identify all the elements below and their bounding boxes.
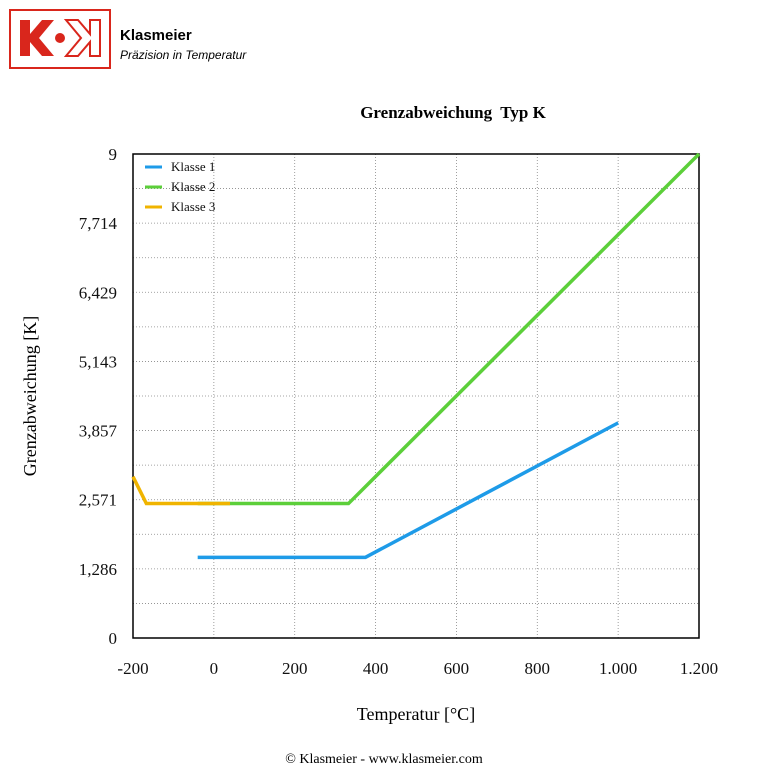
logo-dot — [55, 33, 65, 43]
y-tick-label: 0 — [109, 629, 118, 648]
logo — [9, 9, 111, 69]
y-tick-label: 9 — [109, 145, 118, 164]
series-line — [197, 152, 701, 506]
legend-label: Klasse 2 — [171, 179, 215, 194]
x-tick-label: 600 — [444, 659, 470, 678]
x-tick-label: 200 — [282, 659, 308, 678]
x-tick-label: 400 — [363, 659, 389, 678]
logo-k — [20, 20, 54, 56]
plot-frame — [132, 153, 700, 639]
company-name: Klasmeier — [120, 27, 192, 44]
y-axis-label: Grenzabweichung [K] — [20, 316, 40, 476]
x-axis-label: Temperatur [°C] — [357, 704, 475, 724]
slogan: Präzision in Temperatur — [120, 48, 247, 62]
chart-title: Grenzabweichung Typ K — [360, 103, 546, 122]
x-tick-label: 1.000 — [599, 659, 637, 678]
y-tick-label: 6,429 — [79, 283, 117, 302]
y-tick-label: 5,143 — [79, 352, 117, 371]
x-tick-label: -200 — [117, 659, 148, 678]
y-tick-label: 3,857 — [79, 422, 118, 441]
y-tick-label: 7,714 — [79, 214, 118, 233]
series-line — [131, 475, 231, 506]
y-tick-label: 1,286 — [79, 560, 117, 579]
y-tick-label: 2,571 — [79, 491, 117, 510]
logo-k-mirrored — [63, 19, 101, 57]
x-tick-label: 0 — [210, 659, 219, 678]
legend-label: Klasse 1 — [171, 159, 215, 174]
footer: © Klasmeier - www.klasmeier.com — [285, 752, 483, 767]
x-tick-label: 1.200 — [680, 659, 718, 678]
legend-label: Klasse 3 — [171, 199, 215, 214]
plot: 0 1,286 2,571 3,857 5,143 6,429 7,714 9 -200 0 200… — [79, 145, 718, 678]
series-line — [197, 421, 619, 560]
x-tick-label: 800 — [525, 659, 551, 678]
